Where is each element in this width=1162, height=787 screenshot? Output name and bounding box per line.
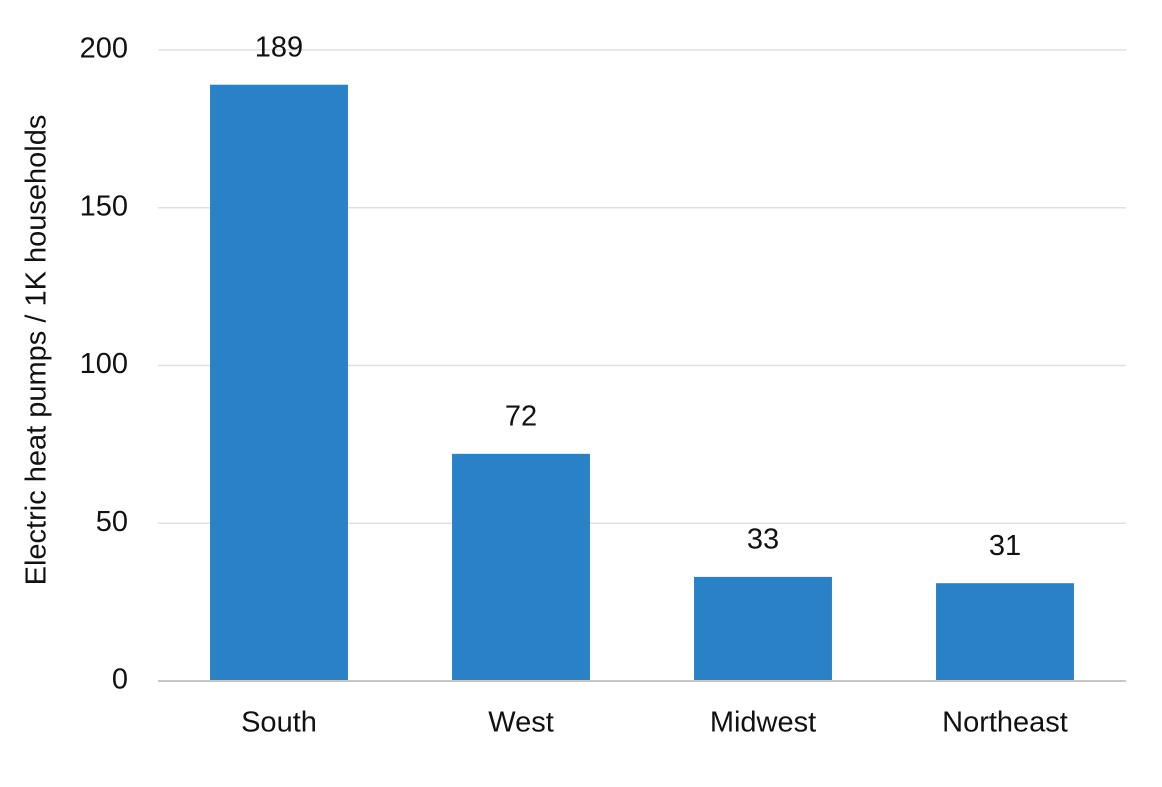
bar [452,453,590,681]
y-tick-label: 0 [112,664,128,696]
y-tick-label: 50 [96,506,128,538]
data-label: 31 [989,530,1021,562]
y-tick-label: 100 [80,348,128,380]
data-label: 72 [505,400,537,432]
data-label: 33 [747,524,779,556]
data-label: 189 [255,31,303,63]
x-tick-label: West [488,707,554,739]
x-tick-label: Midwest [710,707,816,739]
x-tick-label: Northeast [942,707,1068,739]
bar [936,583,1074,681]
y-tick-label: 200 [80,33,128,65]
bar [694,576,832,681]
y-axis-label: Electric heat pumps / 1K households [21,115,53,586]
bar [210,84,348,681]
x-tick-label: South [241,707,317,739]
y-tick-label: 150 [80,190,128,222]
